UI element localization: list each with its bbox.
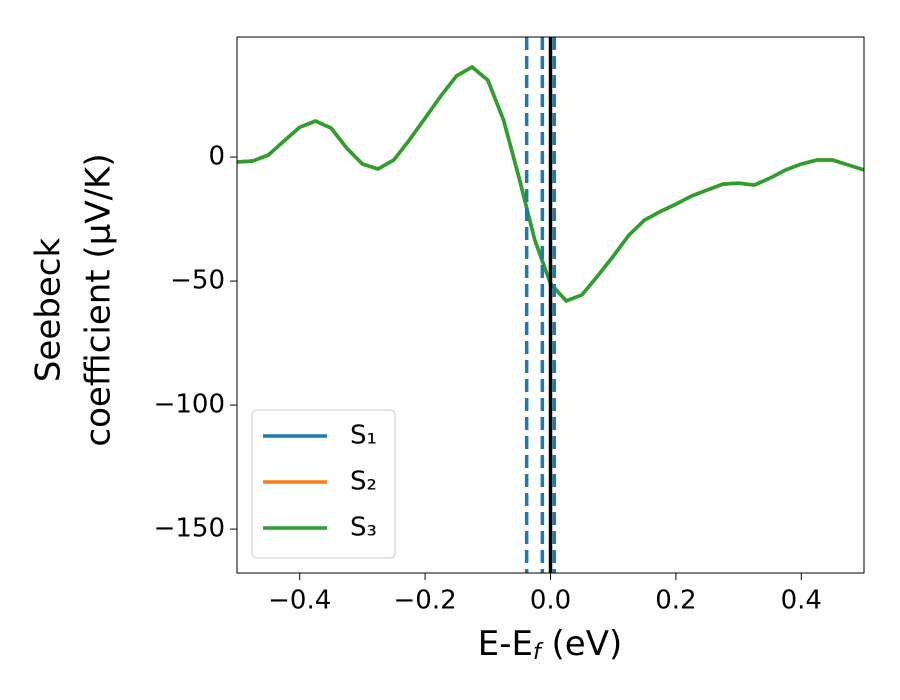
x-tick-label: −0.2 [394,586,457,616]
x-label-part: E-E [478,624,533,664]
x-tick-label: 0.4 [781,586,822,616]
x-tick-label: −0.4 [268,586,331,616]
y-tick-label: −150 [154,514,225,544]
x-tick-label: 0.2 [655,586,696,616]
y-axis-label: coefficient (μV/K) [79,153,119,446]
y-tick-label: 0 [208,142,225,172]
x-label-sub: f [533,640,544,665]
legend-label: S₂ [350,467,377,497]
legend-label: S₃ [350,513,377,543]
y-tick-label: −50 [170,266,225,296]
y-axis-label: Seebeck [29,238,69,383]
x-label-part: (eV) [541,624,623,664]
x-tick-label: 0.0 [530,586,571,616]
y-tick-label: −100 [154,390,225,420]
x-axis-label: E-Ef (eV) [478,624,623,666]
legend-box [251,409,396,559]
legend-label: S₁ [350,421,377,451]
plot-frame [236,36,865,574]
